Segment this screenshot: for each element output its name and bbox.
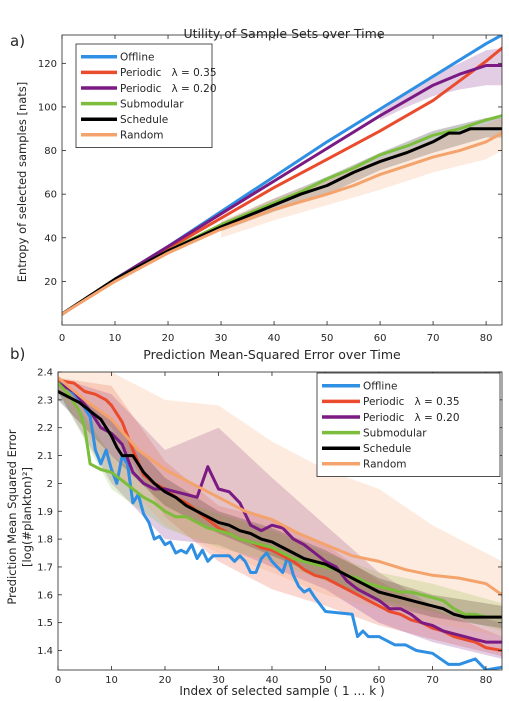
x-tick-label: 20 bbox=[159, 675, 172, 686]
y-tick-label: 1.6 bbox=[37, 590, 53, 601]
panel-b-series-lines bbox=[58, 376, 502, 670]
panel-b-y-axis-label-line1: Prediction Mean Squared Error bbox=[5, 429, 19, 605]
x-tick-label: 0 bbox=[55, 675, 61, 686]
panel-b-label: b) bbox=[10, 345, 25, 363]
panel-b-title: Prediction Mean-Squared Error over Time bbox=[143, 347, 401, 362]
x-tick-label: 40 bbox=[268, 333, 281, 344]
y-tick-label: 20 bbox=[44, 277, 57, 288]
x-tick-label: 70 bbox=[426, 675, 439, 686]
series-line-periodic-0-20 bbox=[62, 64, 502, 316]
legend-label: Schedule bbox=[363, 443, 411, 455]
legend-label: Periodic λ = 0.20 bbox=[363, 412, 460, 424]
y-tick-label: 120 bbox=[38, 59, 57, 70]
x-tick-label: 60 bbox=[374, 333, 387, 344]
series-line-offline bbox=[58, 378, 502, 670]
y-tick-label: 100 bbox=[38, 102, 57, 113]
band-schedule bbox=[221, 117, 502, 232]
y-tick-label: 1.8 bbox=[37, 535, 53, 546]
legend-label: Offline bbox=[120, 52, 154, 64]
band-submodular bbox=[58, 377, 502, 631]
x-tick-label: 50 bbox=[319, 675, 332, 686]
series-line-submodular bbox=[58, 381, 502, 619]
panel-b-x-axis-label: Index of selected sample ( 1 … k ) bbox=[179, 684, 384, 698]
panel-b-axes-box bbox=[57, 371, 503, 671]
panel-a-chart: a) Utility of Sample Sets over Time 0 10 2… bbox=[10, 26, 503, 344]
panel-a-label: a) bbox=[10, 32, 25, 50]
y-tick-label: 2.2 bbox=[37, 423, 53, 434]
x-tick-label: 50 bbox=[321, 333, 334, 344]
panel-b-ticks: 0 10 20 30 40 50 60 70 80 1.4 1.5 1.6 1.7 1.8 1.9 2 2.1 2… bbox=[37, 368, 502, 686]
legend-label: Random bbox=[120, 130, 163, 142]
series-line-schedule bbox=[62, 127, 502, 316]
panel-b-chart: b) Prediction Mean-Squared Error over Ti… bbox=[5, 345, 503, 698]
legend-label: Random bbox=[363, 459, 406, 471]
y-tick-label: 1.9 bbox=[37, 507, 53, 518]
legend-label: Submodular bbox=[120, 98, 184, 110]
legend-label: Schedule bbox=[120, 114, 168, 126]
band-periodic-0-35 bbox=[58, 377, 502, 657]
y-tick-label: 1.7 bbox=[37, 562, 53, 573]
x-tick-label: 10 bbox=[109, 333, 122, 344]
y-tick-label: 1.5 bbox=[37, 618, 53, 629]
y-tick-label: 2 bbox=[47, 479, 53, 490]
panel-b-legend: Offline Periodic λ = 0.35 Periodic λ = 0.2… bbox=[316, 372, 501, 477]
x-tick-label: 30 bbox=[212, 675, 225, 686]
y-tick-label: 2.1 bbox=[37, 451, 53, 462]
series-line-random bbox=[62, 131, 502, 316]
y-tick-label: 2.4 bbox=[37, 368, 53, 379]
panel-a-title: Utility of Sample Sets over Time bbox=[183, 26, 384, 41]
legend-box bbox=[316, 372, 501, 477]
band-random bbox=[58, 372, 502, 637]
panel-a-axes-box bbox=[61, 34, 503, 326]
x-tick-label: 60 bbox=[373, 675, 386, 686]
y-tick-label: 60 bbox=[44, 190, 57, 201]
x-tick-label: 80 bbox=[480, 675, 493, 686]
x-tick-label: 30 bbox=[215, 333, 228, 344]
panel-a-bands bbox=[221, 48, 502, 238]
x-tick-label: 20 bbox=[162, 333, 175, 344]
x-tick-label: 40 bbox=[266, 675, 279, 686]
y-tick-label: 80 bbox=[44, 146, 57, 157]
legend-box bbox=[75, 43, 213, 148]
band-schedule bbox=[58, 383, 502, 629]
x-tick-label: 0 bbox=[59, 333, 65, 344]
legend-label: Periodic λ = 0.20 bbox=[120, 83, 217, 95]
y-tick-label: 1.4 bbox=[37, 646, 53, 657]
band-random bbox=[221, 117, 502, 238]
legend-label: Offline bbox=[363, 381, 397, 393]
legend-label: Periodic λ = 0.35 bbox=[120, 67, 217, 79]
series-line-periodic-0-20 bbox=[58, 381, 502, 644]
x-tick-label: 80 bbox=[480, 333, 493, 344]
panel-a-legend: Offline Periodic λ = 0.35 Periodic λ = 0.2… bbox=[75, 43, 217, 148]
x-tick-label: 70 bbox=[427, 333, 440, 344]
y-tick-label: 40 bbox=[44, 233, 57, 244]
panel-a-y-axis-label: Entropy of selected samples [nats] bbox=[15, 82, 29, 283]
legend-label: Periodic λ = 0.35 bbox=[363, 396, 460, 408]
legend-label: Submodular bbox=[363, 427, 427, 439]
x-tick-label: 10 bbox=[105, 675, 118, 686]
panel-b-y-axis-label-line2: [log(#plankton)²] bbox=[20, 467, 34, 567]
series-line-random bbox=[58, 376, 502, 597]
y-tick-label: 2.3 bbox=[37, 395, 53, 406]
band-periodic-0-20 bbox=[380, 48, 502, 120]
panel-a-ticks: 0 10 20 30 40 50 60 70 80 20 40 60 80 100 120 bbox=[38, 35, 502, 344]
series-line-schedule bbox=[58, 390, 502, 619]
panel-a-series-lines bbox=[62, 35, 502, 316]
